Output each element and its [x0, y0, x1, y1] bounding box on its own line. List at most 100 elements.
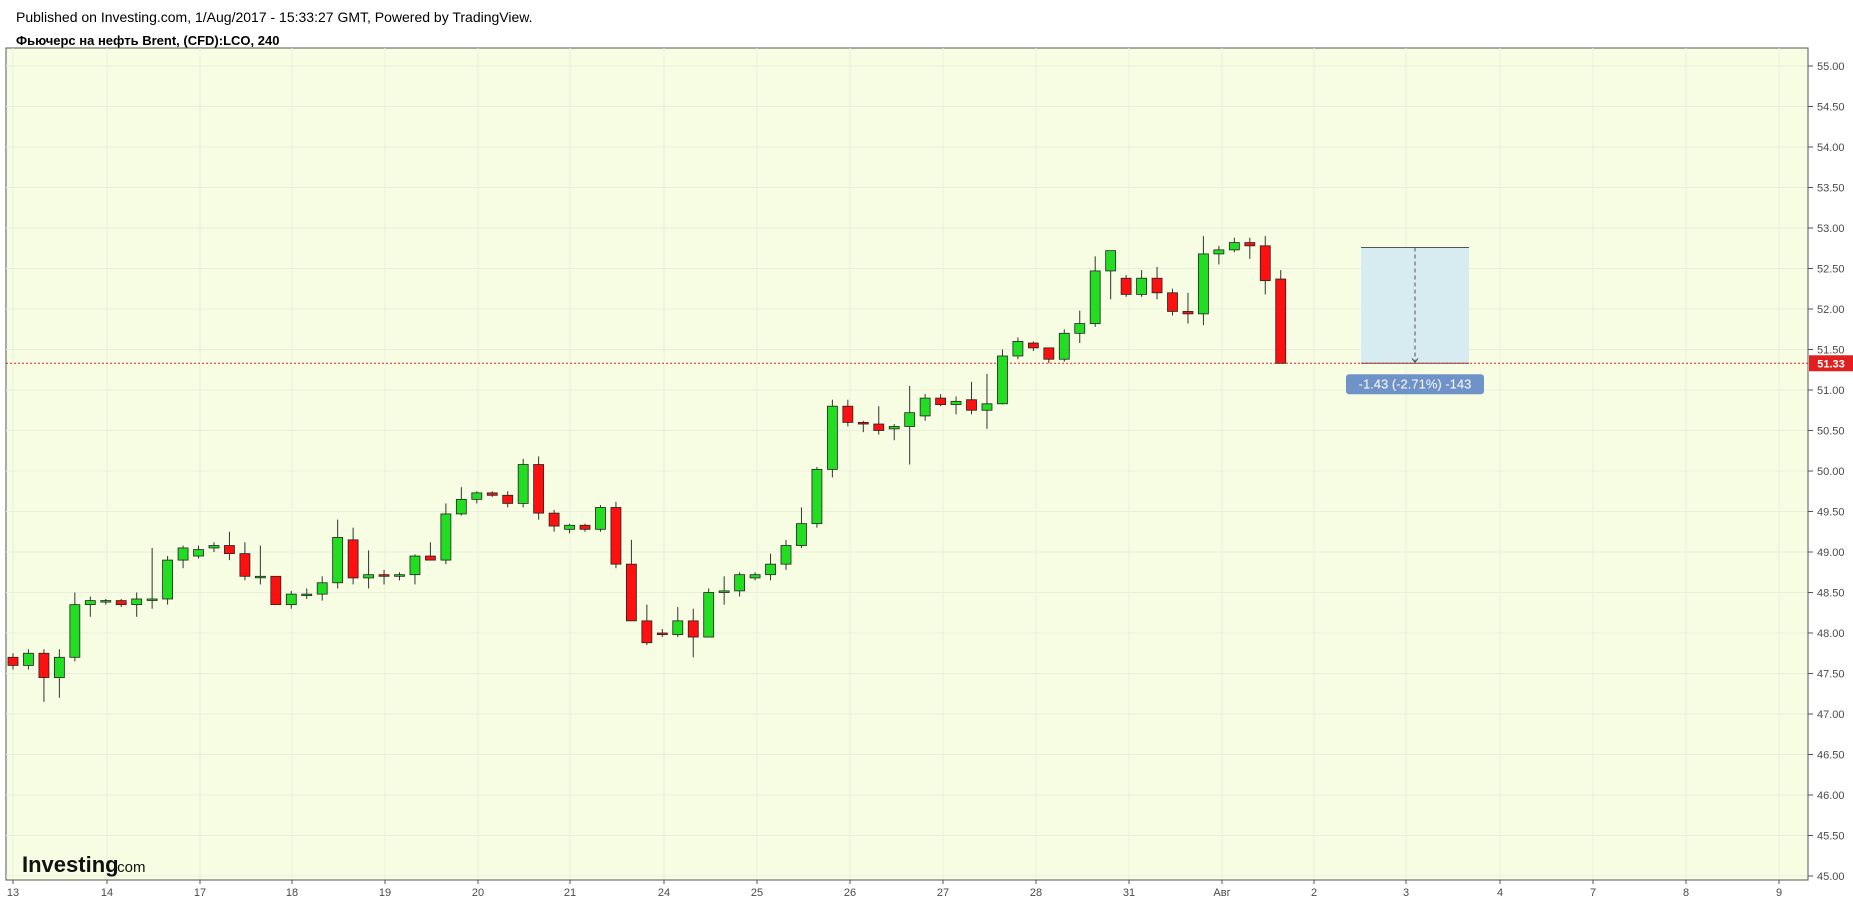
candle — [533, 456, 545, 520]
candle — [100, 598, 112, 605]
x-tick-label: 20 — [472, 887, 484, 899]
candle — [888, 424, 900, 441]
candle — [718, 576, 730, 605]
x-tick-label: 8 — [1683, 887, 1689, 899]
candle-body-up — [409, 555, 421, 576]
candle-body-down — [935, 397, 946, 405]
candle-body-up — [749, 574, 761, 579]
candle — [1136, 270, 1147, 297]
x-tick-label: 18 — [286, 887, 298, 899]
candle — [146, 547, 158, 609]
candle — [1213, 245, 1225, 265]
x-tick-label: 9 — [1776, 887, 1782, 899]
candle-body-up — [1213, 249, 1225, 255]
candle-body-up — [440, 513, 452, 561]
y-tick-label: 45.00 — [1817, 871, 1845, 883]
candle-body-up — [100, 600, 112, 603]
y-tick-label: 48.00 — [1817, 628, 1845, 640]
y-tick-label: 49.00 — [1817, 547, 1845, 559]
measure-label-badge — [1346, 374, 1484, 395]
candle — [935, 394, 946, 407]
y-tick-label: 53.50 — [1817, 183, 1845, 195]
candle — [239, 542, 251, 581]
candle-body-down — [378, 574, 390, 577]
candle-body-down — [270, 575, 282, 606]
candle — [579, 523, 591, 532]
candle-body-down — [687, 620, 699, 638]
candle-body-down — [1182, 311, 1194, 315]
candle-body-up — [981, 403, 993, 411]
candle — [115, 598, 127, 608]
candle — [1275, 270, 1287, 364]
candle-body-up — [888, 426, 900, 430]
candle — [332, 519, 344, 589]
logo-suffix: .com — [113, 859, 146, 876]
candle-body-up — [1012, 340, 1024, 357]
candle — [394, 572, 405, 581]
candle-body-up — [53, 656, 65, 678]
candle-body-down — [1244, 242, 1256, 247]
y-tick-label: 50.00 — [1817, 466, 1845, 478]
y-tick-label: 52.00 — [1817, 304, 1845, 316]
candle-body-down — [610, 507, 622, 565]
candle-body-down — [966, 399, 977, 411]
x-tick-label: Авг — [1213, 887, 1230, 899]
y-tick-label: 47.00 — [1817, 709, 1845, 721]
candle — [38, 649, 50, 702]
y-tick-label: 54.00 — [1817, 142, 1845, 154]
candle — [1167, 288, 1178, 316]
candle-body-down — [641, 620, 653, 644]
x-tick-label: 19 — [379, 887, 391, 899]
candle — [734, 572, 746, 597]
price-range-measure[interactable]: -1.43 (-2.71%) -143 — [1346, 246, 1484, 395]
x-tick-label: 4 — [1497, 887, 1503, 899]
candle-body-up — [718, 590, 730, 593]
candle — [811, 466, 823, 528]
last-price-line: 51.33 — [6, 355, 1853, 372]
candle-body-up — [672, 620, 684, 636]
candle-body-down — [224, 545, 235, 555]
candle-body-up — [301, 593, 313, 597]
candle-body-down — [1120, 277, 1132, 295]
x-tick-label: 14 — [101, 887, 113, 899]
candle-body-up — [84, 600, 96, 606]
investing-logo: Investing.com — [22, 852, 146, 877]
published-note: Published on Investing.com, 1/Aug/2017 -… — [16, 9, 533, 25]
candle — [1151, 266, 1163, 300]
candle-body-up — [285, 593, 297, 606]
candle-body-up — [177, 547, 189, 561]
candle — [1228, 237, 1240, 253]
logo-brand: Investing — [22, 852, 119, 877]
candle — [53, 649, 65, 698]
candle — [1043, 347, 1055, 364]
candle — [1074, 310, 1086, 344]
candle — [471, 491, 483, 504]
candle-body-up — [471, 492, 483, 500]
candle — [1105, 250, 1117, 300]
candle-body-up — [23, 652, 34, 666]
y-tick-label: 51.00 — [1817, 385, 1845, 397]
candle — [641, 604, 653, 646]
candle-body-up — [316, 582, 328, 595]
x-tick-label: 28 — [1030, 887, 1042, 899]
candle-body-down — [842, 405, 854, 423]
candle — [904, 385, 916, 465]
candle — [749, 572, 761, 581]
candle-body-up — [564, 524, 575, 530]
candle — [517, 458, 529, 508]
candle — [455, 487, 467, 516]
candle-body-up — [394, 574, 405, 577]
candle-body-down — [533, 464, 545, 514]
candle — [796, 507, 807, 548]
candle — [1089, 256, 1101, 327]
candle-body-down — [626, 563, 637, 622]
candle-body-up — [131, 598, 143, 606]
candle — [363, 550, 374, 589]
candle-body-up — [455, 498, 467, 515]
plot-area[interactable] — [5, 47, 1809, 881]
candle-body-up — [1136, 277, 1147, 295]
candle — [409, 554, 421, 585]
candle-body-up — [919, 397, 931, 417]
candle-body-up — [1228, 242, 1240, 251]
